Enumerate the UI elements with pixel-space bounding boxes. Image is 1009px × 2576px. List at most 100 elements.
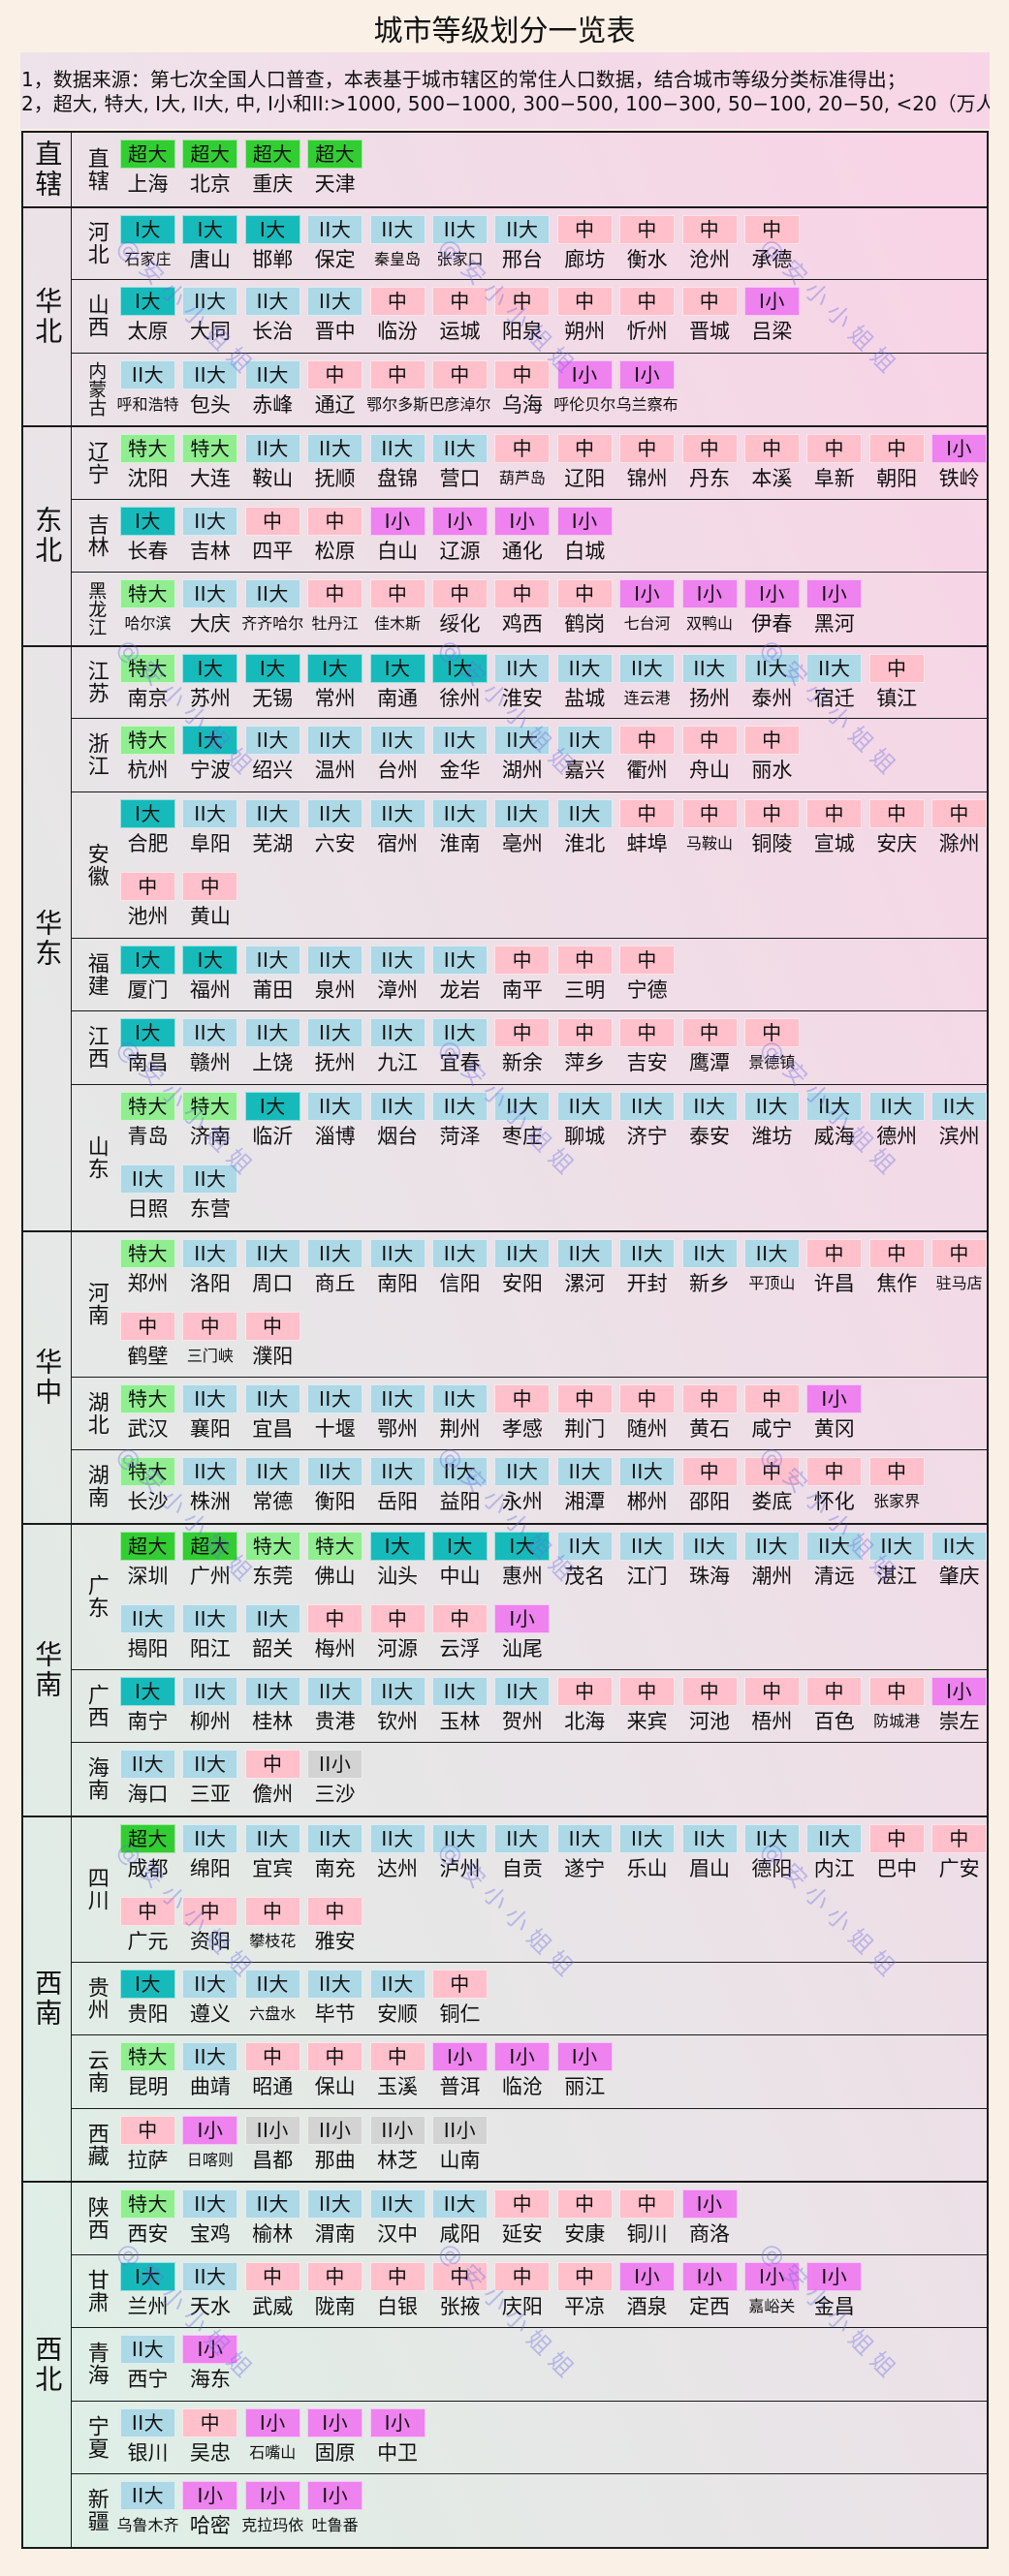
tier-badge: 中 [619,1383,676,1413]
region-label: 直辖 [23,133,72,206]
tier-badge: 中 [681,1676,738,1706]
city-name: 舟山 [689,759,731,782]
city-name: 忻州 [626,320,668,343]
tier-badge: II大 [369,434,426,463]
tier-badge: II大 [619,1457,676,1486]
city-cell: 中黄山 [182,872,238,946]
city-cell: 中孝感 [494,1383,551,1458]
city-grid: 特大 西安 II大 宝鸡 II大 榆林 II大 渭南 II大 汉中 II大 咸阳中延安中安康中铜川 I小… [120,2183,987,2254]
city-cell: II大 乌鲁木齐 [117,2481,179,2555]
tier-badge: II大 [244,726,300,755]
tier-badge: I大 [120,287,175,316]
tier-badge: 特大 [307,1531,363,1561]
city-cell: II大 湛江 [868,1531,925,1605]
city-cell: II大 自贡 [494,1823,551,1898]
city-cell: I大 合肥 [120,798,175,873]
tier-badge: II大 [244,1823,300,1853]
tier-badge: II大 [120,2407,175,2437]
city-cell: I小 双鸭山 [681,579,738,653]
tier-badge: II大 [494,214,551,244]
tier-badge: II大 [556,1238,613,1268]
tier-badge: II大 [307,1823,363,1853]
city-cell: I小 崇左 [931,1676,988,1751]
province-row: 云南 特大 昆明 II大 曲靖中昭通中保山中玉溪 I小 普洱 I小 临沧 I小 丽江 [71,2034,988,2108]
city-cell: 中安康 [556,2189,613,2263]
city-name: 保山 [314,2075,356,2098]
city-name: 钦州 [377,1709,419,1733]
city-name: 聊城 [564,1124,606,1148]
tier-badge: 中 [431,359,488,389]
city-cell: 中平凉 [556,2261,613,2336]
city-cell: 特大 青岛 [120,1091,175,1165]
tier-badge: 中 [120,872,175,901]
city-cell: I大 常州 [307,653,363,728]
city-name: 临沂 [252,1124,294,1148]
city-cell: 特大 佛山 [307,1531,363,1605]
tier-badge: II大 [244,1604,300,1633]
city-name: 吉林 [189,539,231,563]
city-grid: 超大 深圳 超大 广州 特大 东莞 特大 佛山 I大 汕头 I大 中山 I大 惠州 II大 茂名 II大 江门 II… [120,1525,988,1669]
tier-badge: 中 [681,726,738,755]
city-name: 普洱 [439,2075,481,2098]
city-name: 宝鸡 [189,2222,231,2246]
city-name: 汉中 [377,2222,419,2246]
tier-badge: I小 [244,2481,300,2510]
city-cell: II大 连云港 [619,653,676,728]
tier-badge: 中 [494,2261,551,2291]
city-name: 台州 [377,759,419,782]
tier-badge: I小 [431,506,488,536]
region-section: 直辖 直辖 超大 上海 超大 北京 超大 重庆 超大 天津 [23,133,987,206]
tier-badge: 特大 [182,434,238,463]
city-name: 临沧 [501,2075,543,2098]
city-grid: II大 呼和浩特 II大 包头 II大 赤峰中通辽中鄂尔多斯中巴彦淖尔中乌海 I小 呼伦贝尔 I… [117,354,987,426]
city-cell: II大 鄂州 [369,1383,426,1458]
city-cell: I小 七台河 [619,579,676,653]
city-name: 莆田 [252,978,294,1002]
tier-badge: 中 [619,214,676,244]
city-cell: I小 丽江 [556,2042,613,2116]
city-name: 抚州 [314,1051,356,1074]
city-cell: II大 天水 [182,2261,238,2336]
city-name: 宁德 [626,978,668,1002]
city-name: 无锡 [252,686,294,710]
city-cell: 中丽水 [743,726,800,799]
city-name: 宜昌 [252,1416,294,1441]
province-row: 直辖 超大 上海 超大 北京 超大 重庆 超大 天津 [72,133,988,206]
city-name: 珠海 [689,1564,731,1588]
province-row: 宁夏 II大 银川中吴忠 I小 石嘴山 I小 固原 I小 中卫 [71,2400,988,2474]
city-cell: II大 滨州 [931,1091,988,1165]
city-name: 商丘 [314,1271,356,1295]
tier-badge: II小 [307,2115,363,2145]
city-name: 汕尾 [501,1637,543,1660]
city-cell: 中保山 [307,2042,363,2116]
city-name: 达州 [377,1856,419,1880]
tier-badge: 中 [244,2261,300,2291]
city-cell: I小 中卫 [369,2407,426,2482]
city-name: 宿迁 [813,686,855,710]
city-cell: I小 酒泉 [619,2261,676,2336]
city-cell: 中牡丹江 [307,579,363,653]
tier-badge: 中 [619,945,676,975]
city-cell: II大 茂名 [556,1531,613,1605]
tier-badge: I小 [619,579,676,608]
city-grid: II大 银川中吴忠 I小 石嘴山 I小 固原 I小 中卫 [120,2402,987,2474]
tier-badge: I小 [494,2042,551,2071]
city-name: 岳阳 [377,1490,419,1513]
city-name: 玉林 [439,1709,481,1733]
province-label: 宁夏 [83,2414,109,2460]
city-cell: II大 盘锦 [369,434,426,508]
province-label: 黑龙江 [85,580,108,636]
city-name: 毕节 [314,2002,356,2026]
city-name: 六盘水 [249,2003,297,2023]
tier-badge: II大 [244,1383,300,1413]
city-name: 烟台 [377,1124,419,1148]
city-name: 渭南 [314,2222,356,2246]
city-name: 新余 [501,1051,543,1074]
city-cell: II大 眉山 [681,1823,738,1898]
city-cell: 特大 济南 [182,1091,238,1165]
city-name: 银川 [127,2440,169,2465]
tier-badge: I大 [307,653,363,683]
tier-badge: II大 [182,1604,238,1633]
city-name: 宜春 [439,1051,481,1074]
city-name: 金昌 [813,2294,855,2318]
